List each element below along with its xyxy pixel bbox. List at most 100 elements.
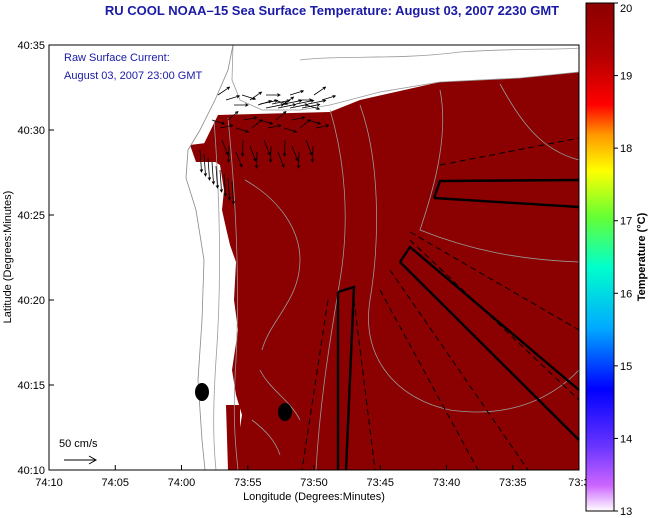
current-vector bbox=[259, 99, 279, 105]
x-tick-label: 73:50 bbox=[300, 477, 328, 489]
current-vector bbox=[199, 149, 204, 173]
current-vector bbox=[234, 103, 249, 107]
colorbar-ticks: 20 19 18 17 16 15 14 13 bbox=[614, 2, 632, 518]
current-vector bbox=[249, 91, 263, 101]
current-vector bbox=[291, 145, 299, 162]
colorbar-tick-label: 17 bbox=[620, 216, 632, 228]
current-vector bbox=[321, 94, 337, 101]
current-vector bbox=[307, 99, 327, 105]
sst-patch-shore bbox=[190, 140, 230, 162]
sst-field bbox=[196, 72, 579, 470]
current-vector bbox=[283, 127, 298, 133]
colorbar-tick-label: 18 bbox=[620, 143, 632, 155]
scale-arrow bbox=[64, 455, 98, 465]
station-marker bbox=[195, 383, 209, 401]
current-vector bbox=[289, 89, 305, 96]
current-vector bbox=[215, 165, 220, 189]
current-vector bbox=[291, 116, 306, 121]
x-tick-label: 74:10 bbox=[35, 477, 63, 489]
sst-patch-sw bbox=[226, 405, 240, 470]
x-tick-label: 74:05 bbox=[101, 477, 129, 489]
current-vector bbox=[271, 99, 291, 105]
current-vector bbox=[259, 119, 274, 125]
x-tick-label: 74:00 bbox=[168, 477, 196, 489]
current-vector bbox=[211, 119, 226, 125]
current-vector bbox=[219, 124, 234, 129]
current-vector bbox=[243, 116, 258, 121]
radar-sector-east bbox=[432, 178, 580, 209]
current-vectors bbox=[199, 86, 337, 205]
chart-title: RU COOL NOAA–15 Sea Surface Temperature:… bbox=[105, 3, 559, 18]
current-vector bbox=[266, 93, 281, 97]
current-vector bbox=[295, 99, 315, 105]
current-vector bbox=[263, 139, 271, 156]
current-vector bbox=[240, 139, 245, 157]
current-vector bbox=[282, 139, 287, 157]
x-tick-label: 73:55 bbox=[234, 477, 262, 489]
current-vector bbox=[268, 145, 273, 163]
current-vector bbox=[249, 145, 257, 162]
scale-label: 50 cm/s bbox=[59, 438, 98, 450]
current-vector bbox=[305, 139, 313, 156]
current-vector bbox=[217, 86, 231, 96]
colorbar bbox=[585, 2, 615, 512]
colorbar-tick-label: 19 bbox=[620, 71, 632, 83]
x-tick-label: 73:3 bbox=[568, 477, 589, 489]
colorbar-tick-label: 14 bbox=[620, 433, 632, 445]
current-vector bbox=[277, 103, 297, 109]
current-vector bbox=[315, 124, 330, 129]
colorbar-tick-label: 15 bbox=[620, 361, 632, 373]
current-vector bbox=[301, 103, 321, 109]
y-tick-label: 40:10 bbox=[17, 465, 45, 477]
current-vector bbox=[305, 104, 321, 111]
current-vector bbox=[313, 86, 327, 96]
current-vector bbox=[289, 103, 309, 109]
colorbar-tick-label: 16 bbox=[620, 288, 632, 300]
radar-sector-southeast bbox=[399, 245, 580, 441]
annotation-line1: Raw Surface Current: bbox=[64, 52, 170, 64]
current-vector bbox=[283, 99, 303, 105]
radar-sectors bbox=[336, 178, 580, 471]
x-tick-label: 73:45 bbox=[366, 477, 394, 489]
current-vector bbox=[227, 111, 239, 121]
current-vector bbox=[231, 181, 236, 205]
current-vector bbox=[275, 111, 287, 121]
current-vector bbox=[211, 161, 216, 185]
station-marker bbox=[278, 403, 292, 421]
y-tick-label: 40:30 bbox=[17, 125, 45, 137]
current-vector bbox=[226, 145, 231, 163]
current-vector bbox=[203, 153, 208, 177]
colorbar-tick-label: 20 bbox=[620, 3, 632, 15]
y-axis: 40:35 40:30 40:25 40:20 40:15 40:10 bbox=[17, 40, 54, 477]
current-vector bbox=[277, 151, 285, 168]
y-tick-label: 40:25 bbox=[17, 210, 45, 222]
bathymetry-contours bbox=[213, 47, 580, 471]
y-axis-label: Latitude (Degrees:Minutes) bbox=[2, 191, 14, 324]
land-new-jersey bbox=[48, 44, 234, 471]
current-vector bbox=[221, 139, 229, 156]
x-axis-label: Longitude (Degrees:Minutes) bbox=[243, 491, 385, 503]
radar-sector-south bbox=[336, 285, 356, 471]
annotation-line2: August 03, 2007 23:00 GMT bbox=[64, 70, 202, 82]
radar-beam-edges bbox=[301, 137, 580, 471]
current-vector bbox=[265, 103, 285, 109]
current-vector bbox=[207, 157, 212, 181]
current-vector bbox=[219, 169, 224, 193]
current-vector bbox=[310, 145, 315, 163]
plot-area: Raw Surface Current: August 03, 2007 23:… bbox=[48, 44, 580, 471]
current-vector bbox=[223, 173, 228, 197]
current-vector bbox=[307, 119, 322, 125]
x-tick-label: 73:35 bbox=[499, 477, 527, 489]
colorbar-tick-label: 13 bbox=[620, 506, 632, 518]
current-vector bbox=[254, 151, 259, 169]
y-tick-label: 40:35 bbox=[17, 40, 45, 52]
current-vector bbox=[227, 177, 232, 201]
y-tick-label: 40:20 bbox=[17, 295, 45, 307]
y-tick-label: 40:15 bbox=[17, 380, 45, 392]
current-vector bbox=[267, 124, 282, 129]
x-tick-label: 73:40 bbox=[433, 477, 461, 489]
x-axis: 74:10 74:05 74:00 73:55 73:50 73:45 73:40 73:35… bbox=[35, 465, 590, 489]
current-vector bbox=[296, 151, 301, 169]
current-vector bbox=[235, 151, 243, 168]
